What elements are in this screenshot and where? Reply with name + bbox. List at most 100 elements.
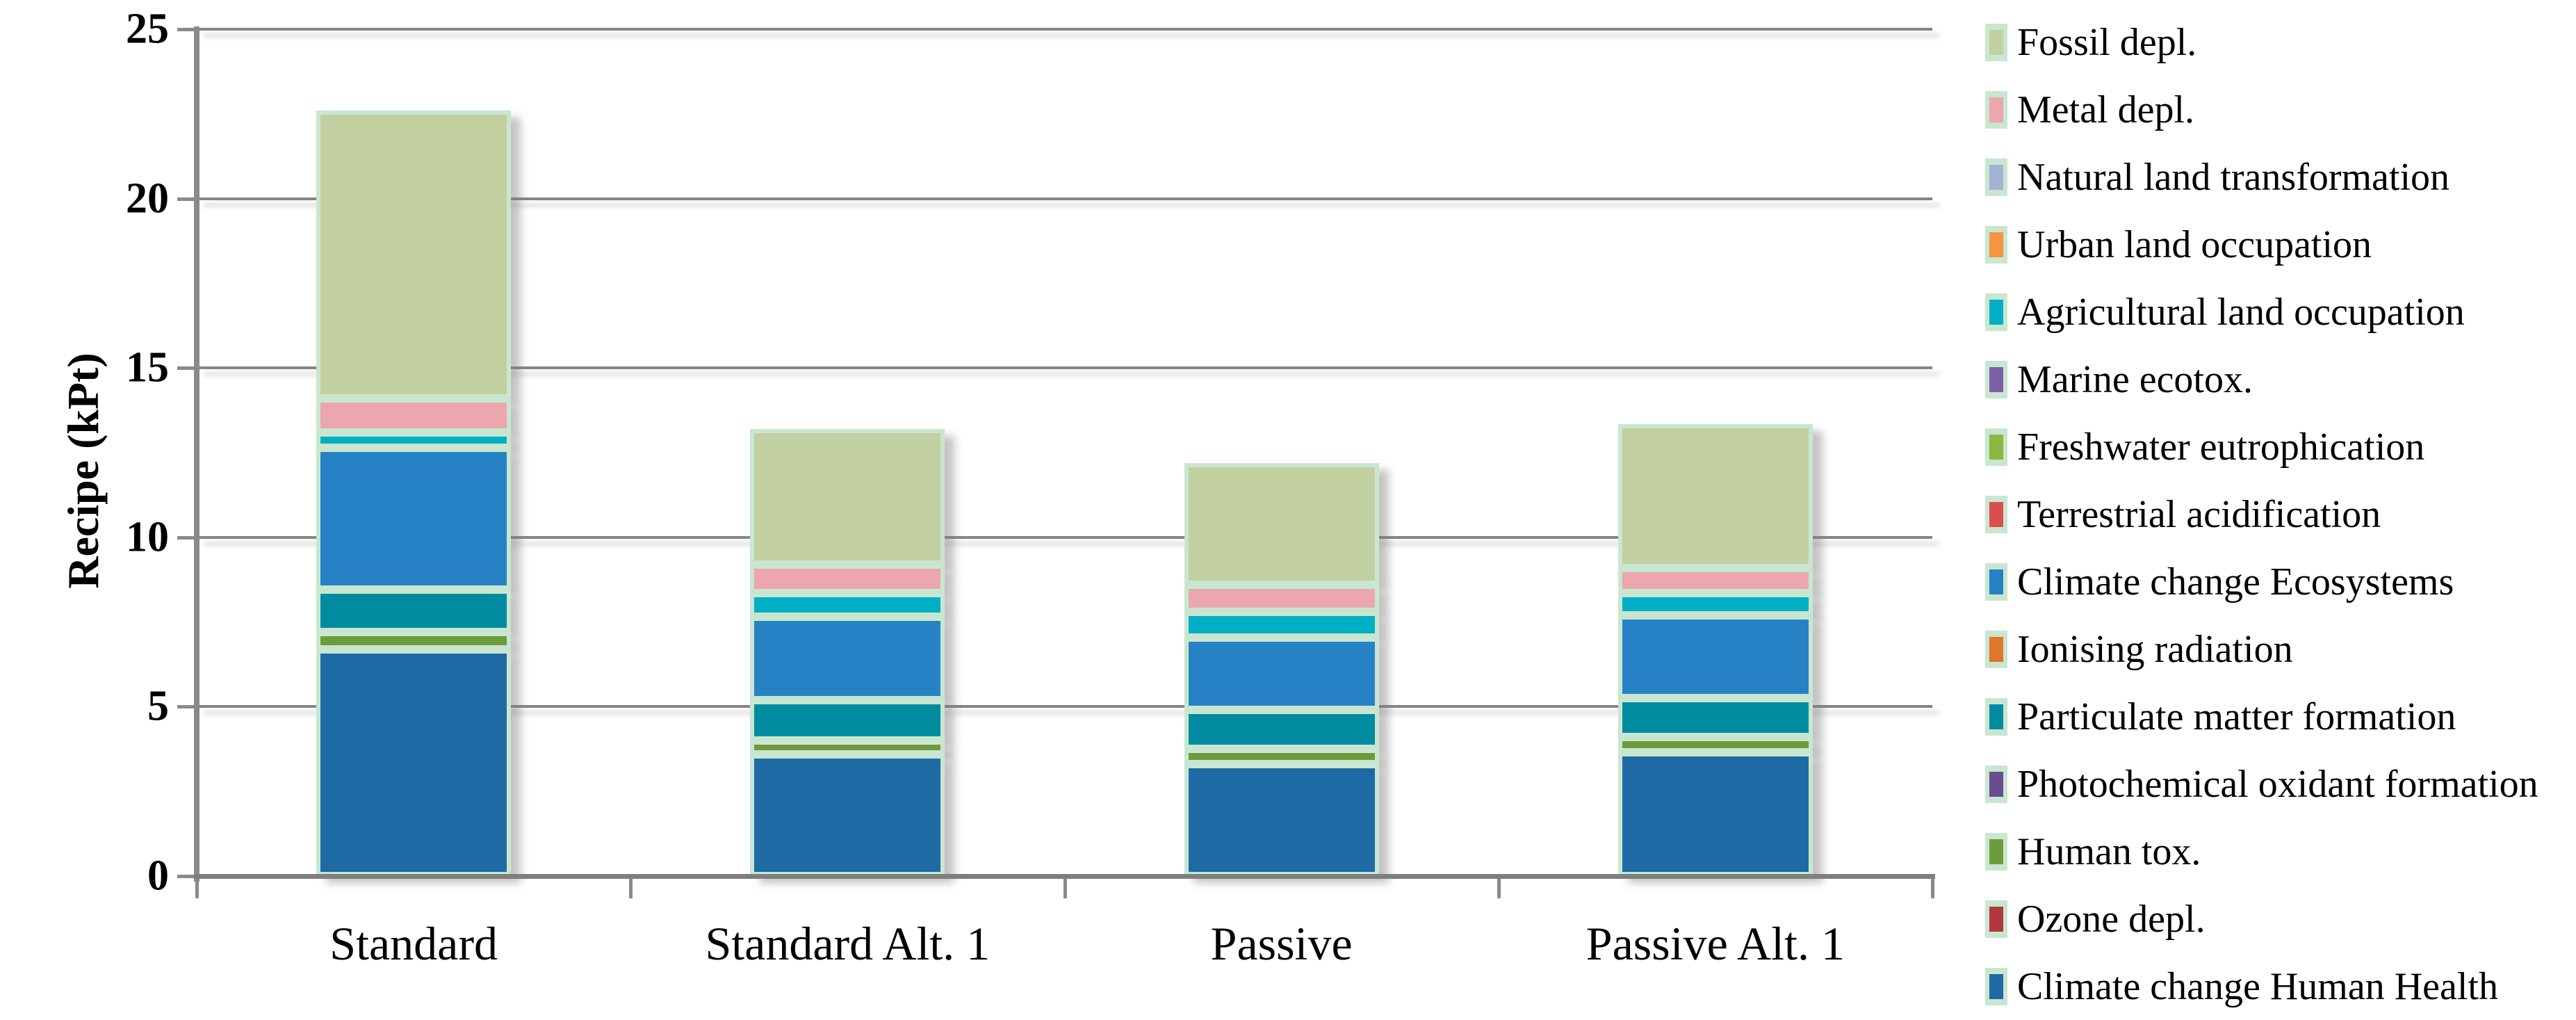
- bar-segment-human-tox-: [1617, 737, 1813, 753]
- legend-item-climate-change-human-health: Climate change Human Health: [1985, 953, 2538, 1020]
- legend-swatch-icon: [1985, 495, 2007, 533]
- legend-label: Metal depl.: [2017, 88, 2195, 131]
- bar-segment-metal-depl-: [1617, 567, 1813, 594]
- legend-label: Natural land transformation: [2017, 155, 2450, 199]
- legend-label: Urban land occupation: [2017, 222, 2372, 266]
- y-tick-label: 10: [126, 513, 169, 561]
- bar-segment-climate-change-ecosystems: [750, 617, 945, 700]
- stacked-bar-passive: [1184, 462, 1379, 876]
- legend-swatch-icon: [1985, 293, 2007, 331]
- legend-label: Particulate matter formation: [2017, 695, 2456, 738]
- legend-swatch-icon: [1985, 90, 2007, 129]
- legend-item-photochemical-oxidant-formation: Photochemical oxidant formation: [1985, 750, 2538, 818]
- legend-item-climate-change-ecosystems: Climate change Ecosystems: [1985, 548, 2538, 615]
- bar-segment-agricultural-land-occupation: [1617, 593, 1813, 615]
- legend-swatch-icon: [1985, 428, 2007, 466]
- x-tick-mark: [195, 876, 199, 898]
- y-tick-label: 20: [126, 175, 169, 222]
- x-tick-mark: [1497, 876, 1501, 898]
- x-tick-mark: [1063, 876, 1067, 898]
- legend-swatch-color: [1989, 973, 2003, 999]
- bar-segment-climate-change-ecosystems: [316, 447, 512, 590]
- bar-segment-human-tox-: [1184, 749, 1379, 765]
- bar-segment-climate-change-ecosystems: [1617, 615, 1813, 699]
- legend-swatch-color: [1989, 434, 2003, 460]
- legend-label: Climate change Ecosystems: [2017, 560, 2454, 604]
- legend-swatch-color: [1989, 636, 2003, 662]
- y-tick-mark: [177, 366, 197, 371]
- bar-segment-fossil-depl-: [750, 428, 945, 565]
- bar-segment-particulate-matter-formation: [316, 590, 512, 633]
- y-tick-mark: [177, 197, 197, 201]
- legend-item-human-tox-: Human tox.: [1985, 818, 2538, 885]
- gridline-y10: [197, 535, 1932, 539]
- legend-item-agricultural-land-occupation: Agricultural land occupation: [1985, 278, 2538, 346]
- y-axis-line: [194, 26, 199, 882]
- legend-swatch-icon: [1985, 23, 2007, 61]
- x-category-label: Standard Alt. 1: [705, 917, 991, 970]
- legend-item-ionising-radiation: Ionising radiation: [1985, 615, 2538, 683]
- y-tick-label: 25: [126, 5, 169, 53]
- legend-swatch-icon: [1985, 697, 2007, 736]
- legend-swatch-icon: [1985, 967, 2007, 1005]
- legend-label: Freshwater eutrophication: [2017, 425, 2425, 469]
- gridline-y25: [197, 28, 1932, 31]
- y-tick-mark: [177, 535, 197, 540]
- legend-swatch-icon: [1985, 158, 2007, 196]
- legend-swatch-color: [1989, 839, 2003, 864]
- legend-label: Fossil depl.: [2017, 20, 2197, 64]
- legend-swatch-color: [1989, 704, 2003, 729]
- legend: Fossil depl. Metal depl. Natural land tran…: [1985, 8, 2538, 1020]
- y-tick-label: 15: [126, 343, 169, 391]
- y-tick-label: 0: [147, 852, 169, 900]
- bar-segment-fossil-depl-: [1184, 462, 1379, 585]
- legend-item-freshwater-eutrophication: Freshwater eutrophication: [1985, 413, 2538, 480]
- gridline-y5: [197, 705, 1932, 709]
- legend-label: Photochemical oxidant formation: [2017, 762, 2538, 806]
- legend-swatch-icon: [1985, 360, 2007, 398]
- legend-swatch-color: [1989, 906, 2003, 932]
- y-tick-label: 5: [147, 682, 169, 730]
- x-axis-line: [194, 874, 1935, 879]
- bar-segment-climate-change-ecosystems: [1184, 637, 1379, 711]
- legend-item-metal-depl-: Metal depl.: [1985, 76, 2538, 143]
- legend-item-ozone-depl-: Ozone depl.: [1985, 885, 2538, 953]
- legend-swatch-color: [1989, 299, 2003, 325]
- legend-swatch-icon: [1985, 562, 2007, 601]
- x-category-label: Passive: [1210, 917, 1353, 970]
- legend-swatch-icon: [1985, 225, 2007, 264]
- legend-label: Climate change Human Health: [2017, 964, 2498, 1008]
- bar-segment-climate-change-human-health: [1184, 764, 1379, 876]
- legend-swatch-icon: [1985, 900, 2007, 938]
- bar-segment-particulate-matter-formation: [750, 699, 945, 741]
- legend-swatch-color: [1989, 366, 2003, 392]
- bar-segment-fossil-depl-: [316, 110, 512, 399]
- bar-segment-agricultural-land-occupation: [316, 432, 512, 448]
- legend-label: Ionising radiation: [2017, 627, 2293, 671]
- bar-segment-particulate-matter-formation: [1184, 710, 1379, 750]
- legend-swatch-color: [1989, 29, 2003, 55]
- x-category-label: Passive Alt. 1: [1585, 917, 1845, 970]
- legend-swatch-icon: [1985, 832, 2007, 871]
- bar-segment-metal-depl-: [1184, 585, 1379, 613]
- legend-swatch-color: [1989, 771, 2003, 797]
- legend-item-terrestrial-acidification: Terrestrial acidification: [1985, 480, 2538, 548]
- bar-segment-agricultural-land-occupation: [1184, 612, 1379, 638]
- legend-label: Human tox.: [2017, 829, 2201, 873]
- x-tick-mark: [629, 876, 633, 898]
- legend-swatch-color: [1989, 97, 2003, 122]
- bar-segment-climate-change-human-health: [750, 754, 945, 876]
- legend-label: Terrestrial acidification: [2017, 492, 2381, 536]
- legend-item-urban-land-occupation: Urban land occupation: [1985, 211, 2538, 278]
- legend-swatch-color: [1989, 164, 2003, 190]
- stacked-bar-standard: [316, 110, 512, 876]
- bar-segment-climate-change-human-health: [1617, 752, 1813, 876]
- bar-segment-metal-depl-: [316, 398, 512, 432]
- legend-swatch-color: [1989, 569, 2003, 594]
- bar-segment-human-tox-: [750, 740, 945, 754]
- bar-segment-agricultural-land-occupation: [750, 593, 945, 617]
- legend-swatch-icon: [1985, 630, 2007, 668]
- y-tick-mark: [177, 875, 197, 878]
- y-tick-mark: [177, 705, 197, 709]
- bar-segment-climate-change-human-health: [316, 649, 512, 876]
